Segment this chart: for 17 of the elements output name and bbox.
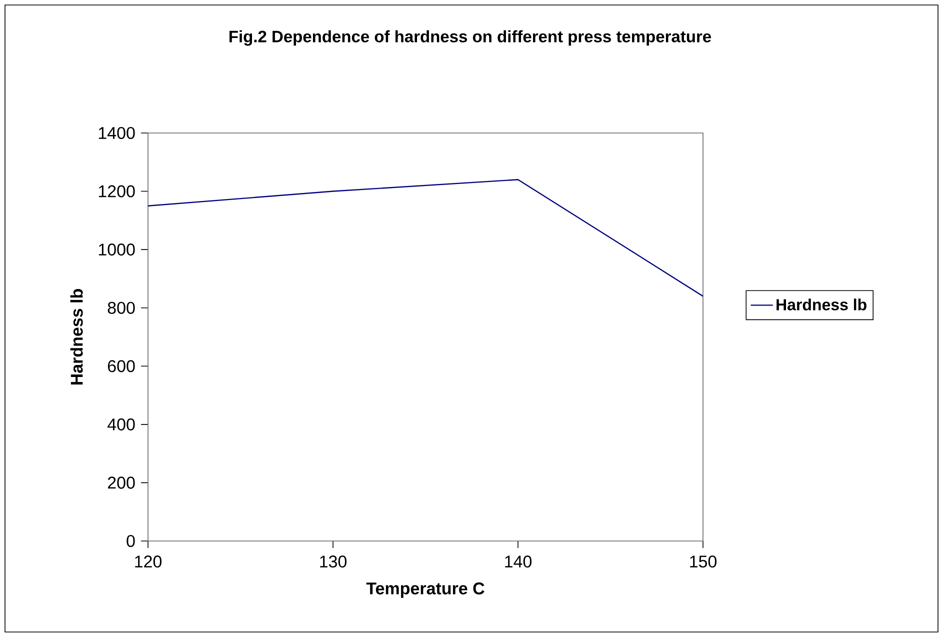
x-tick-label: 120 bbox=[135, 556, 162, 568]
legend-label: Hardness lb bbox=[776, 298, 866, 310]
chart-title: Fig.2 Dependence of hardness on different press temperature bbox=[230, 30, 712, 46]
y-tick-label: 200 bbox=[108, 476, 135, 489]
y-tick-label: 600 bbox=[108, 360, 135, 372]
x-tick-label: 140 bbox=[505, 556, 532, 568]
y-tick-label: 800 bbox=[108, 302, 135, 314]
x-axis-title: Temperature C bbox=[366, 582, 484, 598]
line-series bbox=[148, 179, 703, 297]
y-tick-label: 0 bbox=[126, 534, 135, 548]
x-tick-label: 150 bbox=[690, 556, 717, 568]
y-axis-title: Hardness lb bbox=[70, 289, 83, 384]
y-tick-label: 400 bbox=[108, 418, 135, 430]
y-tick-label: 1400 bbox=[98, 126, 135, 140]
y-tick-label: 1000 bbox=[98, 244, 135, 256]
y-tick-label: 1200 bbox=[98, 185, 135, 198]
x-tick-label: 130 bbox=[320, 556, 347, 568]
